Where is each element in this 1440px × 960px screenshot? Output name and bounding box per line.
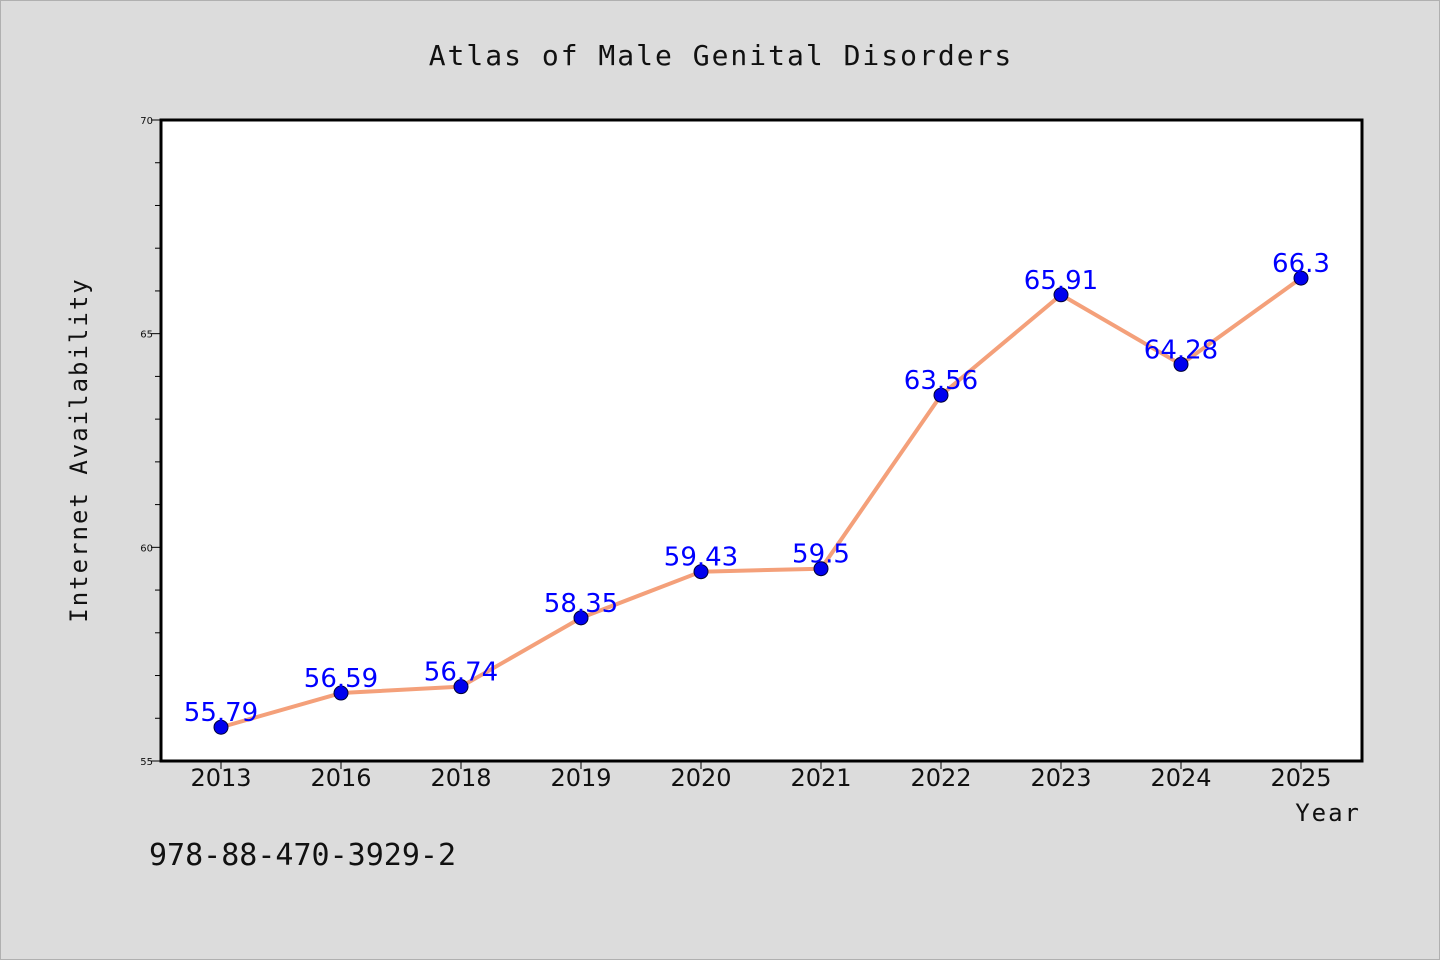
- series-line-group: [213, 270, 1309, 735]
- x-tick-label: 2021: [790, 764, 851, 792]
- data-label: 65.91: [1024, 266, 1098, 296]
- data-point: [1173, 356, 1189, 372]
- data-label: 59.5: [792, 540, 850, 570]
- isbn-text: 978-88-470-3929-2: [149, 838, 456, 873]
- x-axis: 2013 2016 2018 2019 2020 2021 2022 2023 2024 2025: [190, 761, 1332, 792]
- data-label: 59.43: [664, 543, 738, 573]
- data-point: [333, 685, 349, 701]
- y-tick-label: 65: [140, 330, 153, 341]
- data-point: [693, 564, 709, 580]
- y-tick-label: 55: [140, 757, 153, 768]
- x-tick-label: 2022: [910, 764, 971, 792]
- data-label: 55.79: [184, 698, 258, 728]
- data-point: [213, 719, 229, 735]
- y-tick-label: 60: [140, 543, 153, 554]
- data-label: 63.56: [904, 366, 978, 396]
- data-label: 56.59: [304, 664, 378, 694]
- y-axis-title: Internet Availability: [65, 277, 93, 622]
- data-point: [453, 679, 469, 695]
- data-point: [1053, 287, 1069, 303]
- data-point: [933, 387, 949, 403]
- x-tick-label: 2013: [190, 764, 251, 792]
- x-tick-label: 2019: [550, 764, 611, 792]
- data-point: [813, 561, 829, 577]
- plot-area: [159, 118, 1364, 763]
- x-tick-label: 2024: [1150, 764, 1211, 792]
- x-tick-label: 2023: [1030, 764, 1091, 792]
- x-tick-label: 2016: [310, 764, 371, 792]
- data-point: [573, 610, 589, 626]
- data-labels-group: 55.79 56.59 56.74 58.35 59.43 59.5 63.56 65.91 6…: [184, 249, 1330, 728]
- data-label: 64.28: [1144, 335, 1218, 365]
- data-label: 58.35: [544, 589, 618, 619]
- x-tick-label: 2020: [670, 764, 731, 792]
- y-axis: 55 60 65 70: [140, 116, 161, 768]
- data-label: 56.74: [424, 658, 498, 688]
- data-label: 66.3: [1272, 249, 1330, 279]
- x-axis-title: Year: [1295, 799, 1361, 827]
- data-point: [1293, 270, 1309, 286]
- x-tick-label: 2018: [430, 764, 491, 792]
- y-tick-label: 70: [140, 116, 153, 127]
- chart-title: Atlas of Male Genital Disorders: [429, 39, 1014, 72]
- x-tick-label: 2025: [1270, 764, 1331, 792]
- series-line: [219, 276, 1303, 730]
